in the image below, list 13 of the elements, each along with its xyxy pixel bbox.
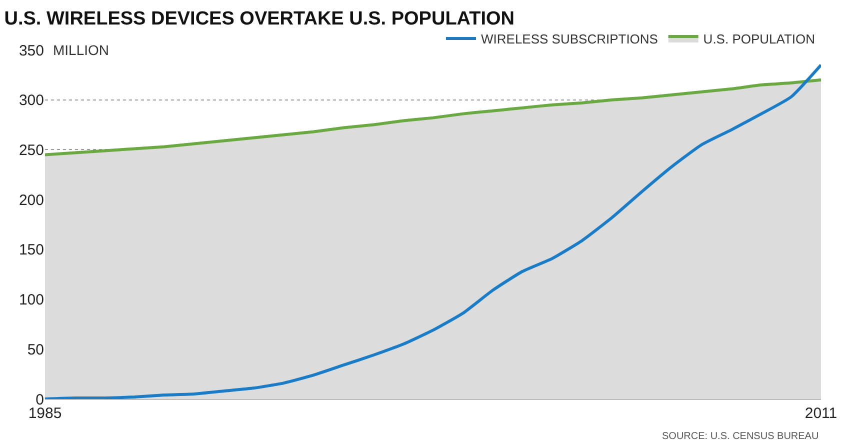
source-note: SOURCE: U.S. CENSUS BUREAU [662,431,819,442]
x-tick-label: 2011 [804,405,838,422]
y-tick-label: 200 [18,192,44,209]
y-tick-label: 50 [27,341,44,358]
y-tick-label: 300 [18,92,44,110]
y-tick-label: 100 [18,292,44,309]
y-tick-label: 250 [18,142,44,159]
chart-title: U.S. WIRELESS DEVICES OVERTAKE U.S. POPULATION [4,8,515,30]
legend-label: U.S. POPULATION [703,32,816,47]
legend-label: WIRELESS SUBSCRIPTIONS [481,32,658,47]
y-tick-label: 150 [18,242,44,259]
y-tick-label: 350 [18,42,44,60]
y-axis-title: MILLION [53,42,110,58]
